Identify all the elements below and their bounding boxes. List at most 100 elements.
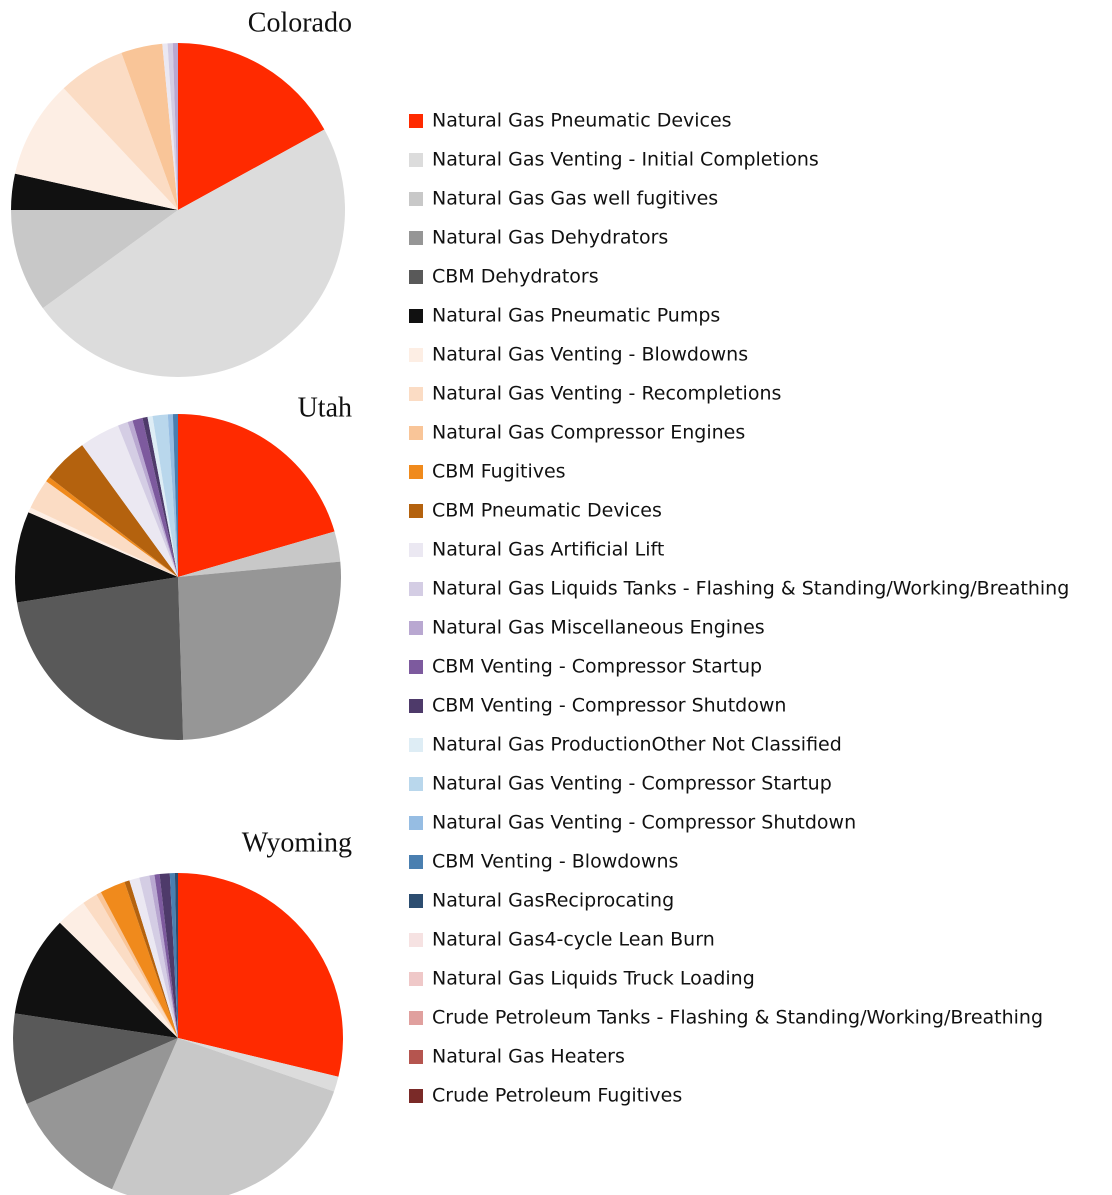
legend-label: Natural Gas4-cycle Lean Burn bbox=[432, 929, 715, 951]
legend-label: Natural Gas Pneumatic Devices bbox=[432, 110, 732, 132]
legend-label: Natural Gas Heaters bbox=[432, 1046, 625, 1068]
pie-slice bbox=[121, 43, 178, 211]
pie-slice bbox=[46, 477, 178, 577]
legend-label: Natural Gas Venting - Initial Completion… bbox=[432, 149, 819, 171]
legend-swatch bbox=[409, 426, 423, 440]
legend-label: CBM Pneumatic Devices bbox=[432, 500, 662, 522]
pie-slice bbox=[28, 507, 179, 577]
pie-slice bbox=[124, 880, 178, 1038]
legend-label: Crude Petroleum Fugitives bbox=[432, 1085, 682, 1107]
legend-label: Natural Gas Liquids Tanks - Flashing & S… bbox=[432, 578, 1069, 600]
pie-slice bbox=[149, 874, 178, 1038]
pie-slice bbox=[112, 1038, 335, 1195]
pie-slice bbox=[14, 922, 179, 1038]
legend-swatch bbox=[409, 738, 423, 752]
pie-slice bbox=[129, 877, 178, 1038]
legend-label: CBM Venting - Compressor Shutdown bbox=[432, 695, 786, 717]
pie-slice bbox=[167, 43, 178, 211]
pie-slice bbox=[178, 873, 343, 1077]
legend-swatch bbox=[409, 543, 423, 557]
pie-slice bbox=[30, 481, 179, 577]
pie-slice bbox=[178, 561, 341, 740]
pie-slice bbox=[162, 43, 178, 211]
legend-label: Natural Gas Compressor Engines bbox=[432, 422, 745, 444]
pie-slice bbox=[96, 892, 178, 1038]
legend-swatch bbox=[409, 699, 423, 713]
legend-label: CBM Venting - Compressor Startup bbox=[432, 656, 762, 678]
legend-label: Natural Gas Venting - Compressor Shutdow… bbox=[432, 812, 856, 834]
pie-slice bbox=[15, 88, 179, 210]
legend-swatch bbox=[409, 972, 423, 986]
legend-swatch bbox=[409, 231, 423, 245]
pie-slice bbox=[132, 417, 178, 577]
legend-label: Natural Gas Liquids Truck Loading bbox=[432, 968, 755, 990]
pie-slice bbox=[178, 531, 341, 577]
pie-slice bbox=[178, 414, 335, 577]
legend-swatch bbox=[409, 1011, 423, 1025]
legend-swatch bbox=[409, 1050, 423, 1064]
legend-swatch bbox=[409, 465, 423, 479]
legend-label: Natural GasReciprocating bbox=[432, 890, 674, 912]
pie-slice bbox=[11, 210, 178, 309]
pie-title: Wyoming bbox=[242, 827, 352, 858]
legend-swatch bbox=[409, 582, 423, 596]
legend-label: Natural Gas Artificial Lift bbox=[432, 539, 664, 561]
pie-slice bbox=[174, 873, 178, 1038]
pie-slice bbox=[127, 420, 178, 577]
legend-label: Natural Gas Venting - Recompletions bbox=[432, 383, 781, 405]
pie-slice bbox=[147, 416, 178, 577]
legend-label: Natural Gas ProductionOther Not Classifi… bbox=[432, 734, 842, 756]
legend-swatch bbox=[409, 504, 423, 518]
legend-label: CBM Venting - Blowdowns bbox=[432, 851, 678, 873]
legend-swatch bbox=[409, 348, 423, 362]
pie-slice bbox=[13, 1013, 179, 1104]
pie-title: Utah bbox=[298, 392, 352, 423]
legend-swatch bbox=[409, 309, 423, 323]
legend-label: CBM Dehydrators bbox=[432, 266, 599, 288]
pie-slice bbox=[49, 445, 178, 577]
pie-slice bbox=[15, 512, 178, 603]
pie-slice bbox=[178, 1038, 339, 1092]
pie-slice bbox=[139, 875, 178, 1038]
legend-swatch bbox=[409, 114, 423, 128]
legend-swatch bbox=[409, 387, 423, 401]
pie-slice bbox=[26, 1038, 178, 1190]
legend-label: Natural Gas Venting - Blowdowns bbox=[432, 344, 748, 366]
legend-label: CBM Fugitives bbox=[432, 461, 566, 483]
legend-swatch bbox=[409, 1089, 423, 1103]
legend-swatch bbox=[409, 192, 423, 206]
legend-swatch bbox=[409, 816, 423, 830]
pie-slice bbox=[59, 902, 178, 1038]
legend-swatch bbox=[409, 270, 423, 284]
pie-slice bbox=[17, 577, 184, 740]
legend-label: Natural Gas Dehydrators bbox=[432, 227, 668, 249]
legend-swatch bbox=[409, 660, 423, 674]
pie-slice bbox=[117, 421, 178, 577]
legend-swatch bbox=[409, 153, 423, 167]
pie-slice bbox=[152, 414, 178, 577]
legend-label: Natural Gas Miscellaneous Engines bbox=[432, 617, 765, 639]
pie-slice bbox=[142, 416, 178, 577]
pie-slice bbox=[169, 873, 178, 1038]
pie-slice bbox=[178, 43, 325, 210]
legend-swatch bbox=[409, 933, 423, 947]
pie-slice bbox=[63, 52, 178, 211]
pie-slice bbox=[172, 414, 178, 577]
legend-swatch bbox=[409, 621, 423, 635]
legend-swatch bbox=[409, 894, 423, 908]
legend-swatch bbox=[409, 777, 423, 791]
pie-slice bbox=[172, 43, 178, 210]
pie-slice bbox=[82, 425, 178, 577]
legend-label: Natural Gas Venting - Compressor Startup bbox=[432, 773, 832, 795]
legend-label: Natural Gas Pneumatic Pumps bbox=[432, 305, 720, 327]
legend-swatch bbox=[409, 855, 423, 869]
pie-slice bbox=[100, 881, 178, 1038]
legend-label: Crude Petroleum Tanks - Flashing & Stand… bbox=[432, 1007, 1043, 1029]
pie-slice bbox=[167, 414, 178, 577]
pie-title: Colorado bbox=[248, 7, 352, 38]
pie-slice bbox=[42, 129, 345, 377]
pie-slice bbox=[83, 894, 178, 1038]
pie-slice bbox=[154, 874, 178, 1038]
legend-label: Natural Gas Gas well fugitives bbox=[432, 188, 718, 210]
